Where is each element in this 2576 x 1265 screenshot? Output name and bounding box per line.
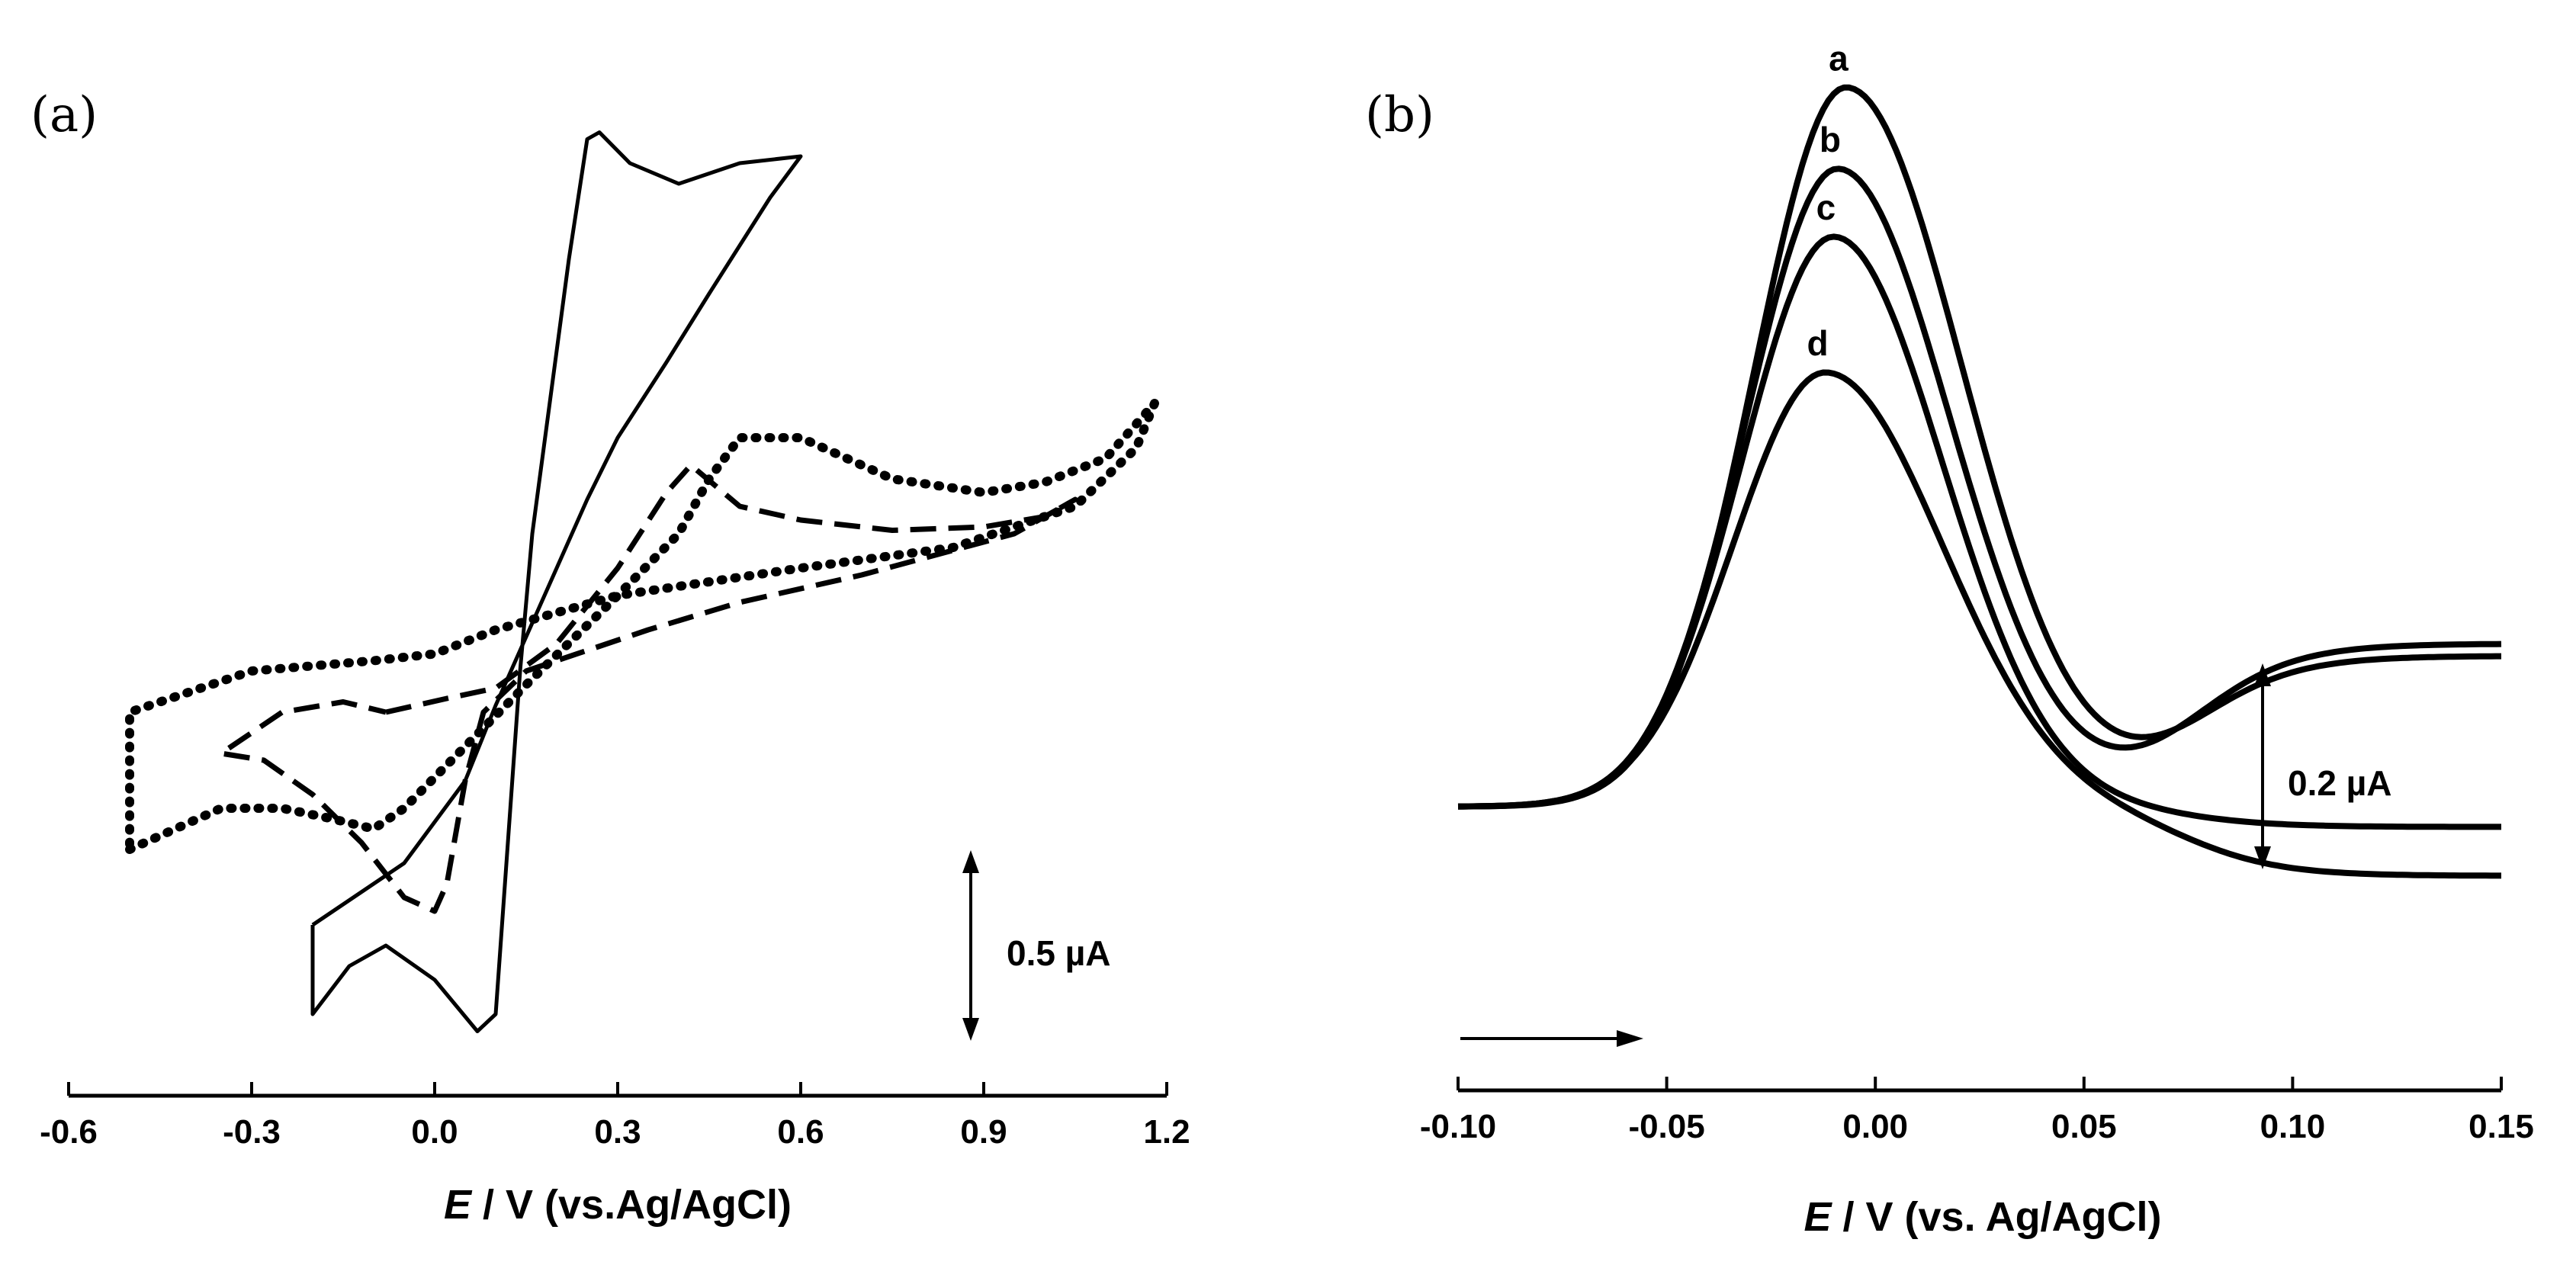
panel-a-tick-label-3: 0.3 bbox=[594, 1113, 641, 1151]
panel-b-scan-direction-arrow bbox=[1460, 1030, 1643, 1047]
panel-a-x-axis-title-rest: / V (vs.Ag/AgCl) bbox=[471, 1182, 792, 1228]
panel-a-tick-label-1: -0.3 bbox=[223, 1113, 281, 1151]
panel-b-x-axis-title: E / V (vs. Ag/AgCl) bbox=[1804, 1194, 2161, 1240]
panel-b-label: (b) bbox=[1365, 87, 1434, 143]
panel-a-scale-bar-label: 0.5 µA bbox=[1007, 933, 1110, 973]
panel-b: (b) a bc d -0.10 -0.05 0.00 0.05 0.10 0.15 E / … bbox=[1365, 38, 2534, 1240]
panel-a-curve-dotted bbox=[125, 399, 1159, 854]
panel-a-tick-label-4: 0.6 bbox=[777, 1113, 824, 1151]
panel-a-scale-bar: 0.5 µA bbox=[962, 850, 1110, 1041]
panel-b-curve-label-b: b bbox=[1820, 120, 1841, 159]
scan-arrow-head bbox=[1617, 1030, 1643, 1047]
panel-b-curve-d bbox=[1458, 369, 2501, 879]
panel-b-scale-bar: 0.2 µA bbox=[2254, 663, 2391, 869]
panel-a-scale-arrow-down bbox=[962, 1018, 979, 1041]
panel-b-curve-label-d: d bbox=[1807, 323, 1828, 363]
panel-a-x-axis-title-italic: E bbox=[444, 1182, 473, 1228]
panel-a-tick-label-2: 0.0 bbox=[411, 1113, 458, 1151]
panel-b-scale-arrow-down bbox=[2254, 846, 2271, 869]
panel-a-scale-arrow-up bbox=[962, 850, 979, 873]
panel-b-curves bbox=[1457, 84, 2502, 879]
panel-a-ticks: -0.6 -0.3 0.0 0.3 0.6 0.9 1.2 bbox=[40, 1082, 1190, 1151]
panel-b-curve-b bbox=[1458, 165, 2502, 810]
panel-a: (a) -0.6 -0.3 0.0 0.3 0.6 0.9 1.2 E / V (vs.Ag… bbox=[31, 87, 1190, 1228]
panel-b-ticks: -0.10 -0.05 0.00 0.05 0.10 0.15 bbox=[1420, 1077, 2534, 1145]
panel-a-tick-label-6: 1.2 bbox=[1143, 1113, 1190, 1151]
panel-a-curve-solid bbox=[310, 130, 803, 1033]
panel-a-tick-label-0: -0.6 bbox=[40, 1113, 98, 1151]
panel-a-x-axis-title: E / V (vs.Ag/AgCl) bbox=[444, 1182, 792, 1228]
panel-b-tick-label-1: -0.05 bbox=[1628, 1108, 1704, 1145]
panel-a-curves bbox=[125, 130, 1159, 1033]
panel-b-tick-label-4: 0.10 bbox=[2260, 1108, 2326, 1145]
panel-b-tick-label-5: 0.15 bbox=[2468, 1108, 2534, 1145]
panel-b-curve-c bbox=[1458, 233, 2501, 830]
panel-b-tick-label-2: 0.00 bbox=[1842, 1108, 1908, 1145]
panel-b-x-axis-title-rest: / V (vs. Ag/AgCl) bbox=[1832, 1194, 2162, 1240]
panel-b-tick-label-0: -0.10 bbox=[1420, 1108, 1496, 1145]
panel-a-curve-dashed bbox=[218, 462, 1078, 914]
panel-b-curve-a bbox=[1457, 84, 2501, 810]
panel-a-tick-label-5: 0.9 bbox=[960, 1113, 1007, 1151]
panel-a-label: (a) bbox=[31, 87, 98, 143]
panel-b-scale-arrow-up bbox=[2254, 663, 2271, 686]
panel-b-curve-label-a: a bbox=[1829, 38, 1848, 78]
panel-b-x-axis-title-italic: E bbox=[1804, 1194, 1832, 1240]
panel-b-curve-labels: a bc d bbox=[1807, 38, 1848, 363]
panel-b-tick-label-3: 0.05 bbox=[2051, 1108, 2117, 1145]
panel-b-curve-label-c: c bbox=[1816, 188, 1836, 227]
panel-b-scale-bar-label: 0.2 µA bbox=[2288, 763, 2391, 803]
